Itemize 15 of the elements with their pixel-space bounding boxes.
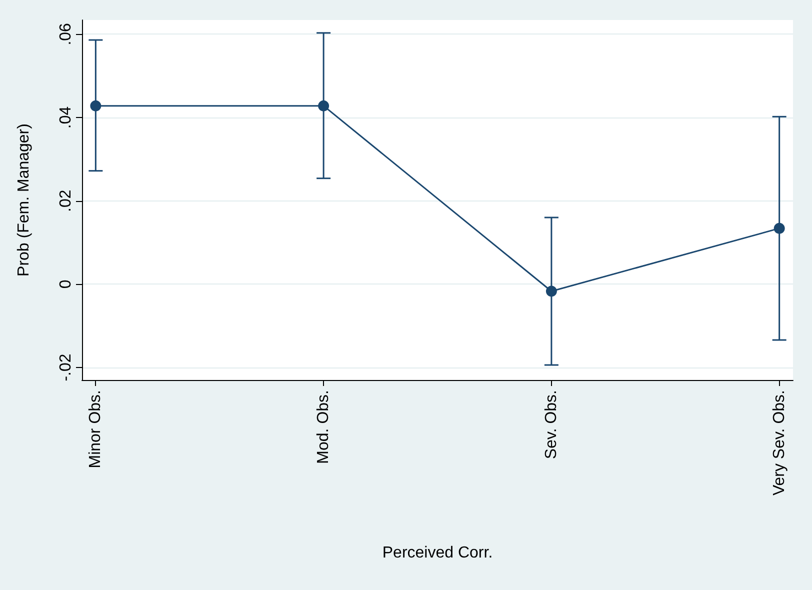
y-axis-title: Prob (Fem. Manager) [16,124,32,276]
x-tick-label: Minor Obs. [87,390,104,468]
y-tick-label: .02 [58,190,74,212]
x-tick-label: Sev. Obs. [542,390,560,460]
y-tick-label: .04 [58,106,74,129]
x-tick-label: Mod. Obs. [315,390,332,464]
point [774,222,785,234]
point [90,100,102,112]
y-tick-label: 0 [58,280,74,289]
y-tick-label: -.02 [58,354,74,382]
point [546,286,557,297]
x-axis-title: Perceived Corr. [382,544,493,562]
point [318,100,330,112]
y-tick-label: .06 [58,22,74,46]
x-tick-label: Very Sev. Obs. [770,390,788,496]
